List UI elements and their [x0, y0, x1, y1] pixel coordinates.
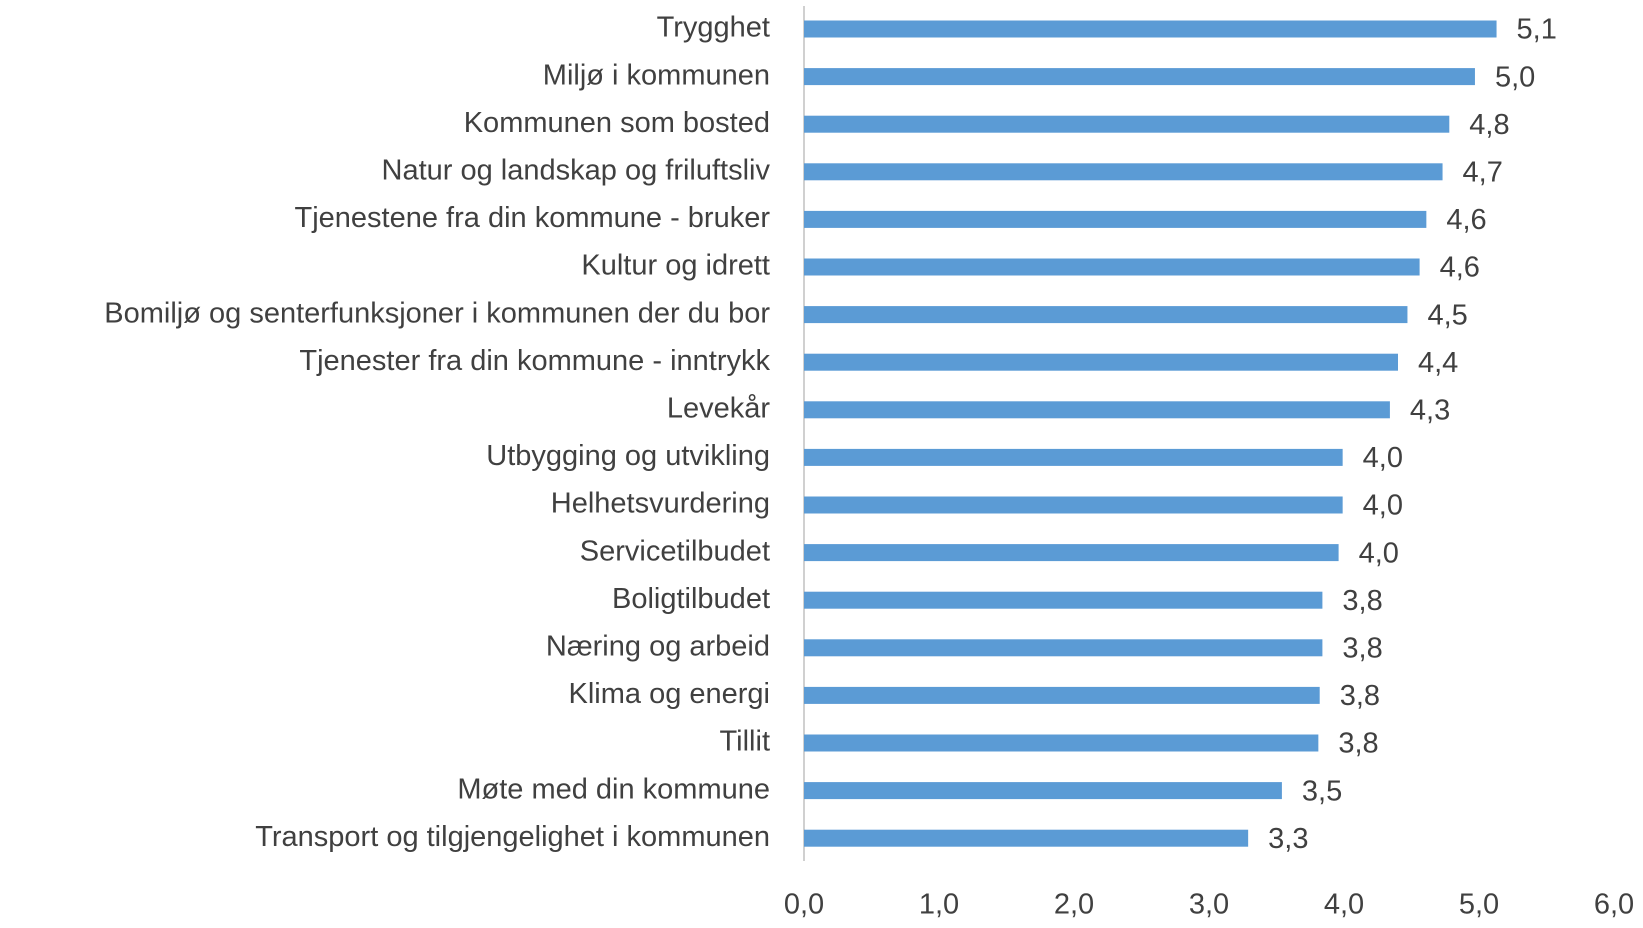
data-label: 4,7 [1463, 156, 1503, 188]
y-tick-label: Kommunen som bosted [464, 107, 770, 139]
y-tick-label: Trygghet [657, 12, 770, 44]
data-label: 4,6 [1440, 252, 1480, 284]
y-tick-label: Natur og landskap og friluftsliv [382, 154, 771, 186]
y-tick-label: Levekår [667, 392, 771, 424]
bar [804, 686, 1320, 704]
x-tick-label: 1,0 [919, 889, 959, 921]
y-tick-label: Helhetsvurdering [551, 488, 770, 520]
bar [804, 163, 1443, 181]
data-label: 4,4 [1418, 347, 1458, 379]
bar [804, 20, 1497, 38]
y-tick-label: Boligtilbudet [612, 583, 770, 615]
data-label: 3,8 [1342, 585, 1382, 617]
bar [804, 829, 1249, 847]
y-tick-label: Tjenester fra din kommune - inntrykk [299, 345, 770, 377]
bar [804, 353, 1398, 371]
bar [804, 68, 1475, 86]
y-tick-label: Møte med din kommune [457, 773, 770, 805]
data-label: 3,3 [1268, 823, 1308, 855]
bar [804, 210, 1427, 228]
x-tick-label: 2,0 [1054, 889, 1094, 921]
bar [804, 258, 1420, 276]
data-label: 4,5 [1427, 299, 1467, 331]
data-label: 4,0 [1363, 442, 1403, 474]
x-tick-label: 6,0 [1594, 889, 1634, 921]
y-tick-label: Transport og tilgjengelighet i kommunen [255, 821, 770, 853]
data-label: 4,3 [1410, 394, 1450, 426]
data-label: 5,0 [1495, 61, 1535, 93]
data-label: 5,1 [1517, 14, 1557, 46]
data-label: 3,8 [1338, 728, 1378, 760]
bar [804, 782, 1282, 800]
y-tick-label: Servicetilbudet [580, 535, 770, 567]
bar [804, 306, 1408, 324]
data-label: 4,6 [1446, 204, 1486, 236]
y-tick-label: Tjenestene fra din kommune - bruker [295, 202, 771, 234]
bar [804, 401, 1390, 419]
x-tick-label: 0,0 [784, 889, 824, 921]
x-tick-label: 4,0 [1324, 889, 1364, 921]
bar [804, 734, 1319, 752]
y-tick-label: Tillit [720, 726, 770, 758]
x-tick-label: 3,0 [1189, 889, 1229, 921]
data-label: 4,0 [1363, 490, 1403, 522]
y-tick-label: Miljø i kommunen [543, 59, 770, 91]
y-tick-label: Bomiljø og senterfunksjoner i kommunen d… [104, 297, 770, 329]
data-label: 3,8 [1342, 632, 1382, 664]
y-tick-label: Klima og energi [569, 678, 771, 710]
bar [804, 448, 1343, 466]
bar [804, 544, 1339, 562]
bar [804, 591, 1323, 609]
y-tick-label: Kultur og idrett [581, 250, 770, 282]
bar [804, 115, 1450, 133]
bar [804, 639, 1323, 657]
y-tick-label: Utbygging og utvikling [486, 440, 770, 472]
y-tick-label: Næring og arbeid [546, 630, 770, 662]
data-label: 4,0 [1359, 537, 1399, 569]
bar [804, 496, 1343, 514]
data-label: 4,8 [1469, 109, 1509, 141]
data-label: 3,5 [1302, 775, 1342, 807]
data-label: 3,8 [1340, 680, 1380, 712]
x-tick-label: 5,0 [1459, 889, 1499, 921]
